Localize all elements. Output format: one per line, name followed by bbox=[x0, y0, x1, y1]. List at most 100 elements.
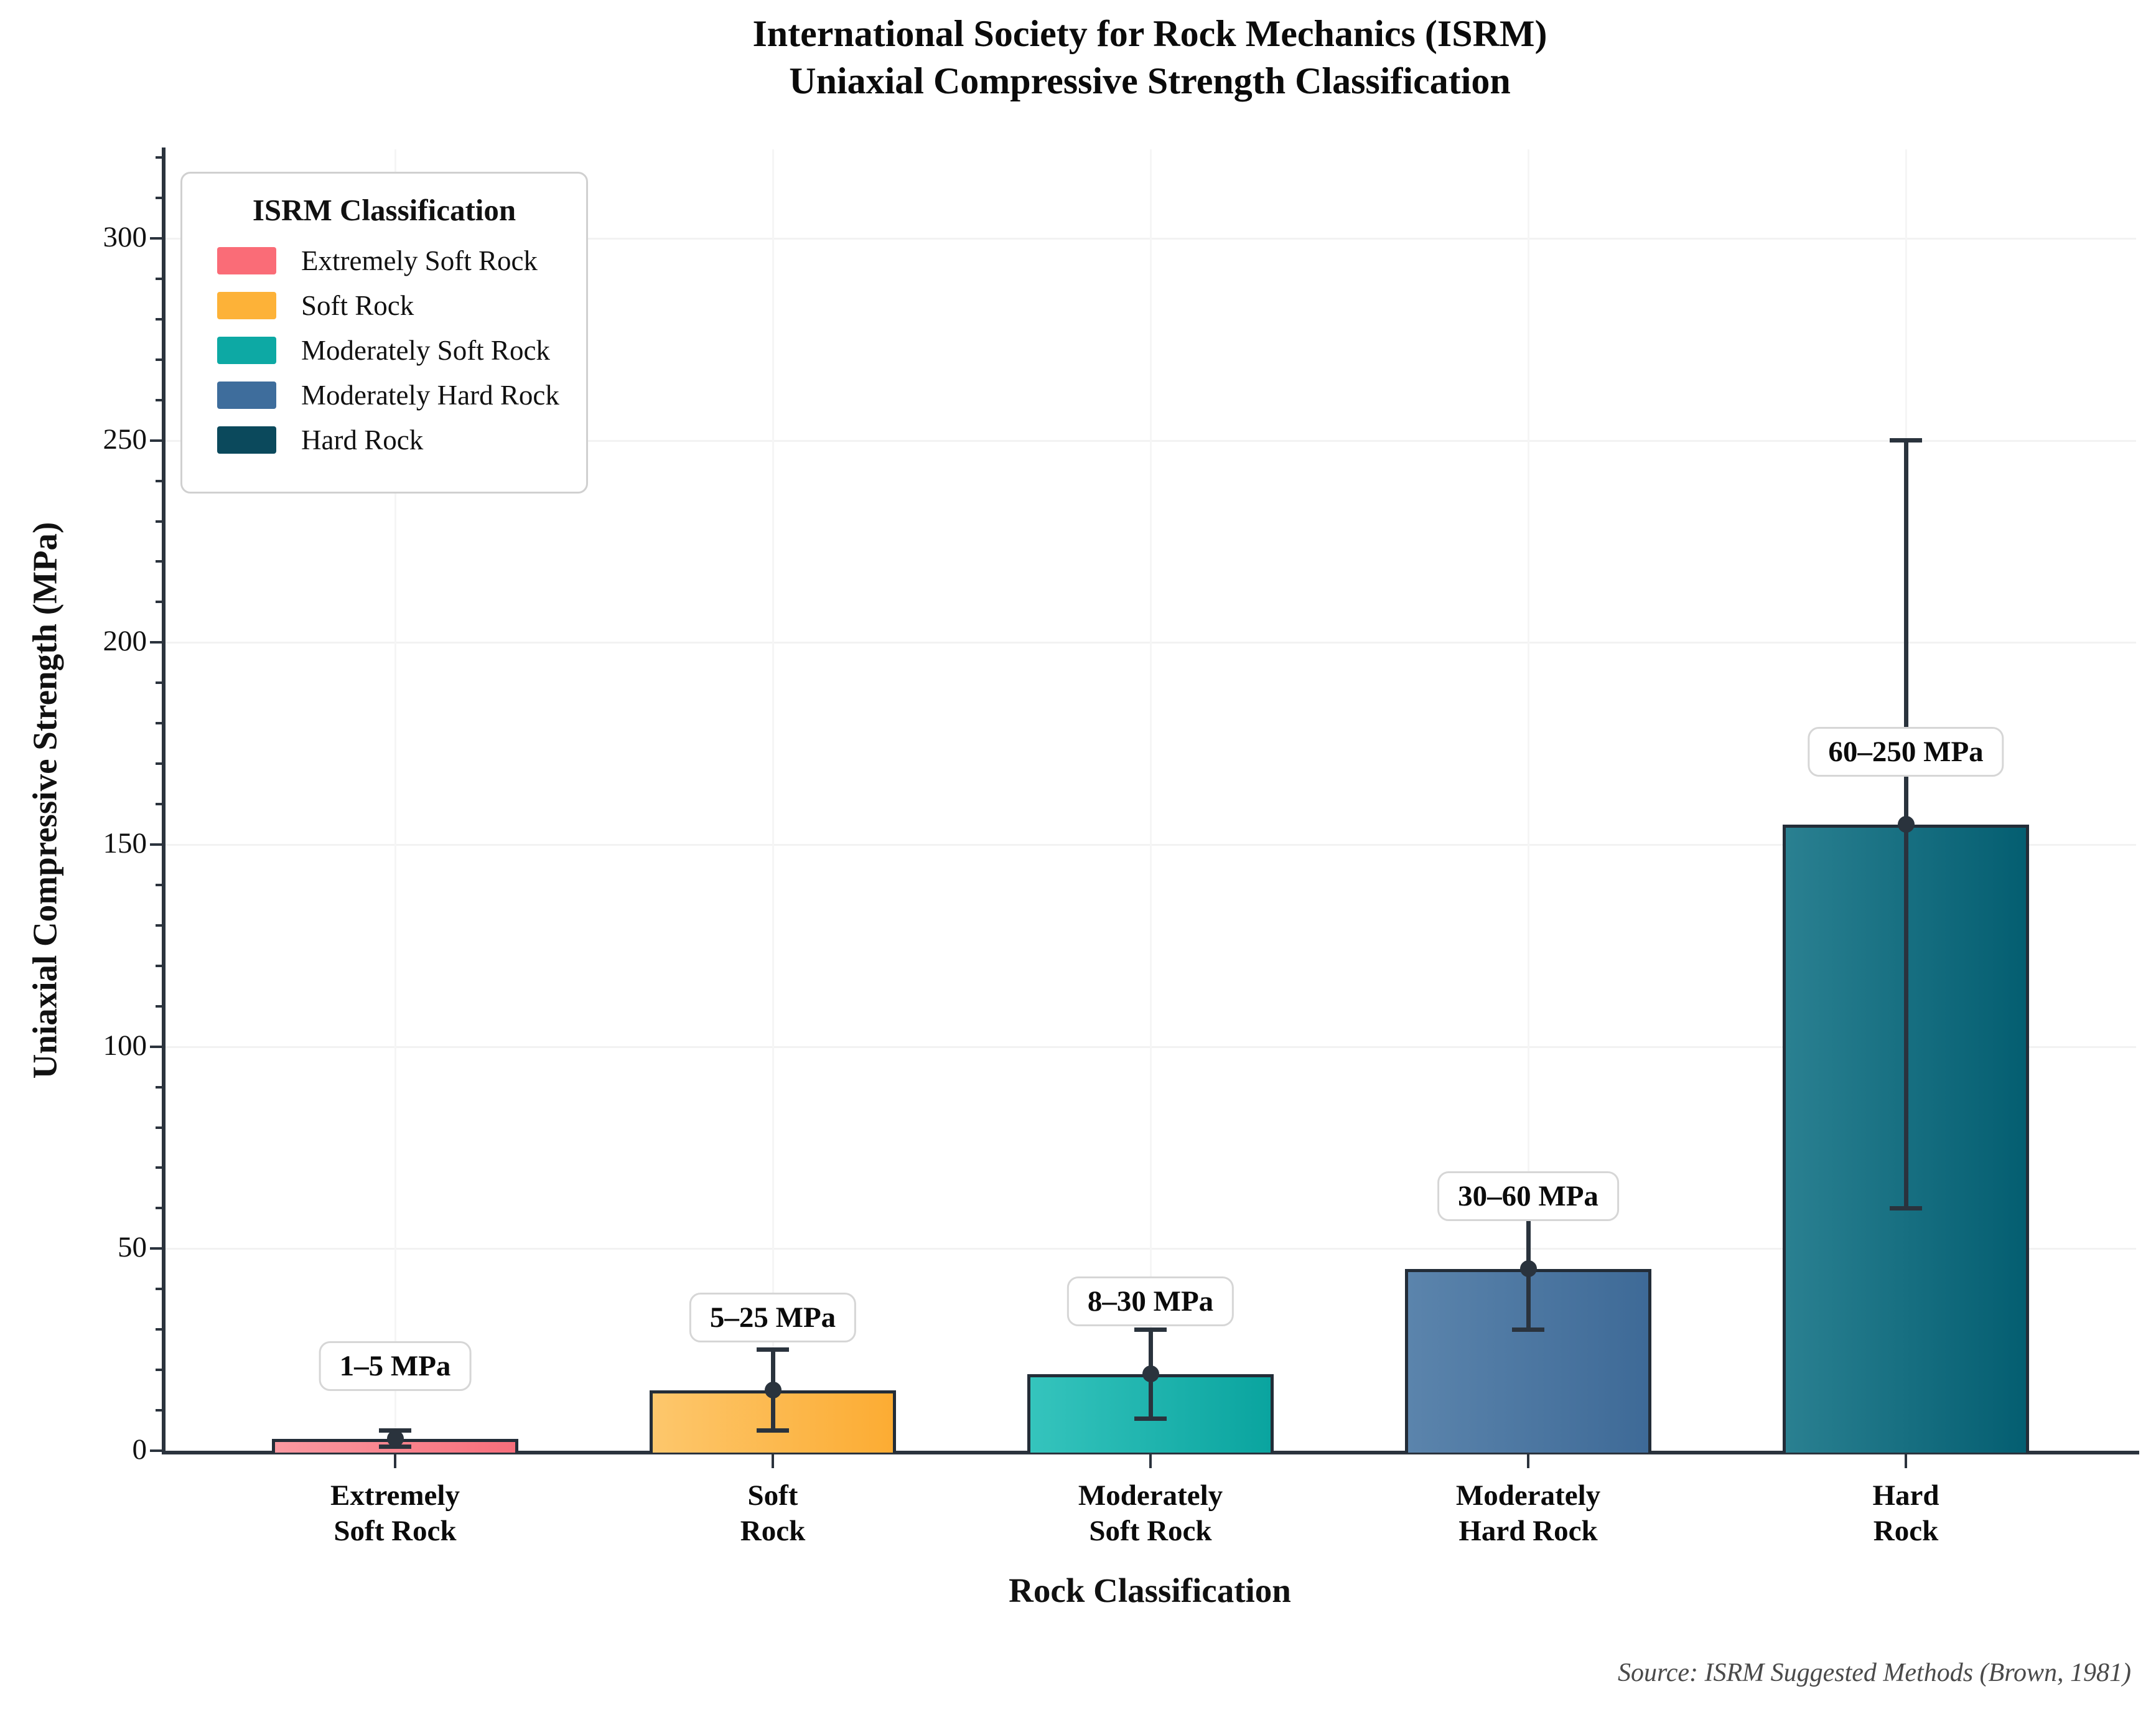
y-major-tick-0 bbox=[150, 1449, 164, 1452]
source-note: Source: ISRM Suggested Methods (Brown, 1… bbox=[1617, 1659, 2131, 1687]
error-bar-cap-high-moderately-soft-rock bbox=[1134, 1327, 1167, 1332]
legend-label: Extremely Soft Rock bbox=[301, 245, 538, 276]
chart-title: International Society for Rock Mechanics… bbox=[164, 10, 2136, 105]
y-minor-tick-160 bbox=[156, 803, 164, 806]
y-minor-tick-20 bbox=[156, 1369, 164, 1372]
y-minor-tick-40 bbox=[156, 1288, 164, 1291]
y-minor-tick-70 bbox=[156, 1166, 164, 1169]
y-tick-label-300: 300 bbox=[103, 221, 147, 253]
mean-marker-soft-rock bbox=[764, 1382, 782, 1399]
x-axis-spine bbox=[162, 1451, 2139, 1454]
x-tick-label-moderately-hard-rock: Moderately Hard Rock bbox=[1329, 1478, 1727, 1549]
x-tick-label-line: Soft Rock bbox=[334, 1515, 457, 1547]
y-major-tick-300 bbox=[150, 237, 164, 240]
legend-swatch-moderately-soft-rock bbox=[217, 337, 276, 364]
y-axis-label: Uniaxial Compressive Strength (MPa) bbox=[26, 522, 64, 1079]
y-minor-tick-30 bbox=[156, 1328, 164, 1331]
legend-item-soft-rock: Soft Rock bbox=[217, 290, 567, 321]
x-tick-extremely-soft-rock bbox=[394, 1454, 396, 1468]
gridline-vertical-4 bbox=[1528, 149, 1529, 1451]
y-minor-tick-270 bbox=[156, 358, 164, 361]
y-minor-tick-80 bbox=[156, 1126, 164, 1129]
legend-swatch-hard-rock bbox=[217, 426, 276, 454]
y-axis-spine bbox=[162, 147, 166, 1454]
legend: ISRM Classification Extremely Soft Rock S… bbox=[180, 172, 588, 494]
error-bar-cap-low-hard-rock bbox=[1890, 1206, 1922, 1210]
y-minor-tick-140 bbox=[156, 883, 164, 886]
chart-title-line1: International Society for Rock Mechanics… bbox=[752, 13, 1547, 54]
error-bar-cap-low-moderately-soft-rock bbox=[1134, 1416, 1167, 1421]
y-tick-label-0: 0 bbox=[132, 1433, 147, 1466]
legend-items: Extremely Soft Rock Soft Rock Moderately S… bbox=[201, 245, 567, 456]
x-tick-label-line: Extremely bbox=[330, 1479, 460, 1512]
annotation-extremely-soft-rock: 1–5 MPa bbox=[319, 1341, 472, 1391]
mean-marker-hard-rock bbox=[1897, 816, 1915, 833]
y-minor-tick-110 bbox=[156, 1004, 164, 1008]
x-tick-hard-rock bbox=[1905, 1454, 1907, 1468]
y-minor-tick-180 bbox=[156, 722, 164, 725]
x-tick-label-extremely-soft-rock: Extremely Soft Rock bbox=[196, 1478, 594, 1549]
y-minor-tick-170 bbox=[156, 762, 164, 766]
x-tick-label-hard-rock: Hard Rock bbox=[1707, 1478, 2105, 1549]
y-minor-tick-230 bbox=[156, 520, 164, 523]
y-minor-tick-10 bbox=[156, 1409, 164, 1412]
x-tick-label-soft-rock: Soft Rock bbox=[574, 1478, 972, 1549]
gridline-vertical-3 bbox=[1150, 149, 1152, 1451]
annotation-moderately-hard-rock: 30–60 MPa bbox=[1437, 1171, 1619, 1221]
y-major-tick-50 bbox=[150, 1247, 164, 1250]
x-tick-moderately-soft-rock bbox=[1149, 1454, 1152, 1468]
x-tick-label-line: Hard Rock bbox=[1458, 1515, 1598, 1547]
legend-item-extremely-soft-rock: Extremely Soft Rock bbox=[217, 245, 567, 276]
chart-title-line2: Uniaxial Compressive Strength Classifica… bbox=[789, 60, 1511, 101]
gridline-vertical-2 bbox=[772, 149, 774, 1451]
y-tick-label-50: 50 bbox=[118, 1231, 147, 1264]
y-minor-tick-120 bbox=[156, 964, 164, 967]
mean-marker-moderately-soft-rock bbox=[1142, 1365, 1159, 1383]
x-tick-label-line: Soft bbox=[747, 1479, 798, 1512]
y-tick-label-250: 250 bbox=[103, 423, 147, 456]
y-minor-tick-280 bbox=[156, 317, 164, 321]
x-tick-label-line: Hard bbox=[1872, 1479, 1939, 1512]
legend-swatch-soft-rock bbox=[217, 292, 276, 319]
y-minor-tick-290 bbox=[156, 277, 164, 280]
mean-marker-moderately-hard-rock bbox=[1519, 1260, 1537, 1278]
annotation-soft-rock: 5–25 MPa bbox=[689, 1292, 857, 1342]
y-tick-label-150: 150 bbox=[103, 827, 147, 859]
y-minor-tick-240 bbox=[156, 479, 164, 482]
legend-label: Soft Rock bbox=[301, 290, 414, 321]
legend-label: Moderately Hard Rock bbox=[301, 380, 559, 411]
annotation-hard-rock: 60–250 MPa bbox=[1808, 726, 2004, 777]
y-major-tick-150 bbox=[150, 843, 164, 846]
y-minor-tick-220 bbox=[156, 560, 164, 563]
y-tick-label-100: 100 bbox=[103, 1029, 147, 1062]
y-minor-tick-190 bbox=[156, 681, 164, 685]
x-tick-soft-rock bbox=[772, 1454, 774, 1468]
y-minor-tick-310 bbox=[156, 197, 164, 200]
legend-label: Hard Rock bbox=[301, 424, 424, 456]
y-minor-tick-210 bbox=[156, 601, 164, 604]
y-major-tick-200 bbox=[150, 641, 164, 644]
y-tick-label-200: 200 bbox=[103, 625, 147, 658]
x-tick-label-line: Soft Rock bbox=[1089, 1515, 1212, 1547]
x-axis-label: Rock Classification bbox=[1009, 1571, 1291, 1609]
x-tick-moderately-hard-rock bbox=[1527, 1454, 1529, 1468]
mean-marker-extremely-soft-rock bbox=[386, 1430, 404, 1448]
error-bar-cap-low-moderately-hard-rock bbox=[1512, 1327, 1544, 1332]
error-bar-cap-high-hard-rock bbox=[1890, 438, 1922, 443]
legend-label: Moderately Soft Rock bbox=[301, 335, 550, 366]
legend-item-hard-rock: Hard Rock bbox=[217, 424, 567, 456]
legend-swatch-extremely-soft-rock bbox=[217, 247, 276, 274]
x-tick-label-line: Rock bbox=[740, 1515, 806, 1547]
error-bar-cap-low-soft-rock bbox=[757, 1428, 789, 1433]
x-tick-label-line: Rock bbox=[1873, 1515, 1939, 1547]
x-tick-label-line: Moderately bbox=[1078, 1479, 1223, 1512]
y-minor-tick-130 bbox=[156, 924, 164, 927]
legend-swatch-moderately-hard-rock bbox=[217, 382, 276, 409]
error-bar-cap-high-soft-rock bbox=[757, 1347, 789, 1352]
annotation-moderately-soft-rock: 8–30 MPa bbox=[1066, 1276, 1234, 1326]
gridline-vertical-1 bbox=[394, 149, 396, 1451]
legend-title: ISRM Classification bbox=[252, 193, 516, 227]
legend-item-moderately-hard-rock: Moderately Hard Rock bbox=[217, 380, 567, 411]
y-minor-tick-260 bbox=[156, 398, 164, 401]
